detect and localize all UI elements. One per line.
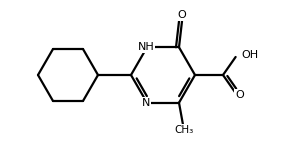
Text: NH: NH — [138, 42, 154, 52]
Text: OH: OH — [242, 50, 259, 60]
Text: O: O — [178, 10, 186, 20]
Text: CH₃: CH₃ — [175, 125, 194, 135]
Text: N: N — [142, 98, 150, 108]
Text: O: O — [235, 90, 244, 100]
